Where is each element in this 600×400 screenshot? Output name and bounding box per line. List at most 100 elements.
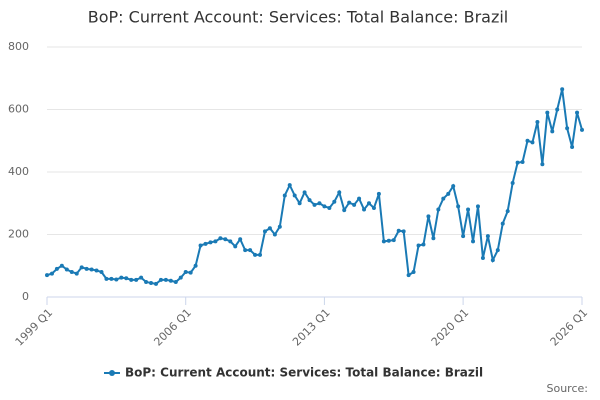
data-point [357, 196, 362, 201]
data-point [560, 87, 565, 92]
data-point [371, 205, 376, 210]
data-point [292, 193, 297, 198]
data-point [406, 273, 411, 278]
data-point [144, 280, 149, 284]
data-point [485, 234, 490, 239]
data-point [446, 191, 451, 196]
data-point [332, 199, 337, 204]
data-point [401, 229, 406, 234]
data-point [168, 278, 173, 283]
data-point [475, 204, 480, 209]
data-point [575, 110, 580, 115]
data-point [530, 140, 535, 145]
data-point [178, 275, 183, 280]
chart-title: BoP: Current Account: Services: Total Ba… [88, 8, 508, 27]
data-point [94, 268, 99, 273]
data-point [59, 263, 64, 268]
data-point [342, 208, 347, 213]
x-tick-label: 2020 Q1 [429, 306, 472, 349]
data-point [134, 277, 139, 282]
data-point [272, 232, 277, 237]
data-point [183, 270, 188, 274]
y-tick-label: 0 [22, 290, 29, 303]
y-tick-label: 200 [8, 228, 29, 241]
data-point [228, 239, 233, 244]
legend-label: BoP: Current Account: Services: Total Ba… [125, 366, 483, 380]
data-point [347, 200, 352, 205]
data-point [49, 271, 54, 276]
data-point [218, 236, 223, 241]
data-point [69, 270, 74, 274]
data-point [480, 255, 485, 260]
data-point [153, 281, 158, 286]
data-point [233, 244, 238, 249]
data-point [99, 270, 104, 274]
data-point [139, 275, 144, 280]
data-point [441, 196, 446, 201]
y-tick-label: 400 [8, 165, 29, 178]
data-point [262, 229, 267, 234]
data-point [352, 202, 357, 207]
data-point [258, 252, 263, 257]
data-point [520, 160, 525, 164]
data-point [555, 107, 560, 112]
data-point [411, 270, 416, 274]
data-point [426, 214, 431, 219]
data-point [471, 239, 476, 244]
x-tick-label: 1999 Q1 [13, 306, 56, 349]
data-point [545, 110, 550, 115]
data-point [124, 276, 129, 281]
data-point [500, 221, 505, 226]
data-point [535, 120, 540, 124]
x-tick-label: 2026 Q1 [548, 306, 591, 349]
data-point [565, 126, 570, 131]
data-point [45, 273, 49, 278]
data-point [208, 240, 213, 245]
data-point [505, 209, 510, 214]
data-point [570, 145, 575, 149]
data-point [64, 267, 69, 272]
data-point [158, 277, 163, 282]
data-point [114, 277, 119, 282]
data-point [312, 202, 317, 207]
data-point [173, 280, 178, 284]
data-point [362, 207, 367, 212]
data-point [376, 191, 381, 196]
data-point [391, 238, 396, 243]
data-point [223, 237, 228, 242]
data-point [287, 183, 292, 188]
data-point [386, 238, 391, 243]
data-point [213, 239, 218, 244]
data-point [525, 138, 530, 143]
data-point [431, 236, 436, 241]
data-point [317, 201, 322, 206]
data-point [461, 234, 466, 239]
data-point [396, 228, 401, 233]
data-point [89, 267, 94, 272]
data-point [495, 248, 500, 253]
data-point [456, 204, 461, 209]
data-point [248, 248, 253, 253]
data-point [436, 207, 441, 212]
data-point [490, 258, 495, 263]
source: Source: [547, 382, 589, 395]
data-point [515, 160, 520, 165]
data-point [84, 266, 89, 271]
data-point [188, 270, 193, 275]
data-point [451, 184, 456, 189]
data-point [466, 207, 471, 212]
data-point [238, 237, 243, 242]
data-point [297, 201, 302, 206]
x-tick-label: 2013 Q1 [290, 306, 333, 349]
data-point [416, 243, 421, 248]
data-point [580, 127, 584, 132]
data-point [119, 275, 124, 280]
data-point [149, 280, 154, 285]
data-point [79, 265, 84, 270]
data-point [510, 180, 515, 185]
data-point [74, 271, 79, 276]
series-line [46, 88, 583, 285]
y-tick-label: 800 [8, 40, 29, 53]
data-point [253, 252, 258, 257]
